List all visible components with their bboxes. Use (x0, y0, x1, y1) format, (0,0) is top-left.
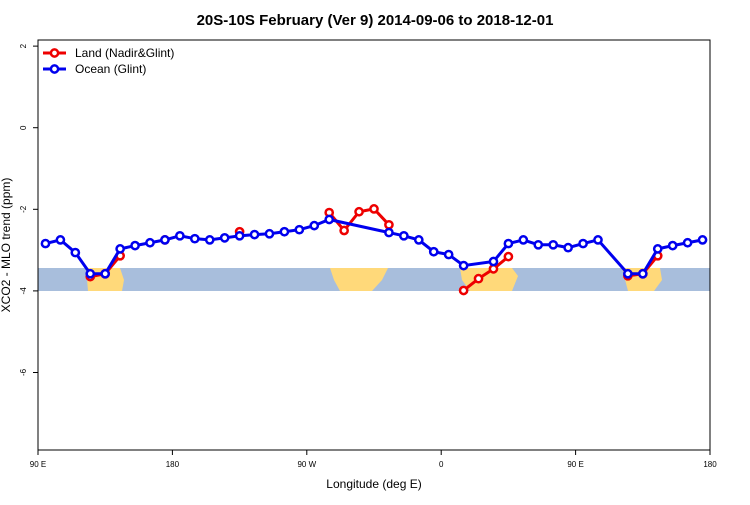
series-point (249, 229, 260, 240)
series-point (85, 268, 96, 279)
series-point (593, 235, 603, 245)
series-point (548, 239, 559, 250)
series-point (682, 237, 693, 248)
series-point (219, 233, 230, 243)
legend-marker (49, 48, 60, 58)
x-tick-label: 90 W (297, 460, 316, 469)
legend-label: Ocean (Glint) (75, 62, 146, 76)
series-point (637, 268, 648, 279)
series-point (70, 247, 81, 258)
series-point (100, 268, 111, 279)
legend-label: Land (Nadir&Glint) (75, 46, 174, 60)
x-tick-label: 90 E (567, 460, 583, 469)
series-point (234, 230, 245, 241)
series-point (458, 260, 469, 271)
series-point (518, 235, 529, 245)
series-point (369, 204, 379, 214)
x-tick-label: 180 (166, 460, 180, 469)
series-point (130, 240, 140, 251)
series-point (384, 219, 394, 230)
plot-frame (37, 39, 711, 451)
series-point (294, 224, 305, 235)
series-point (503, 251, 514, 262)
series-point (473, 273, 484, 284)
y-tick-label: -2 (19, 205, 28, 213)
series-point (160, 235, 170, 245)
x-tick-label: 0 (439, 460, 444, 469)
series-point (428, 246, 439, 257)
y-tick-label: 0 (19, 125, 28, 130)
series-point (279, 226, 290, 237)
y-axis-label: XCO2 - MLO trend (ppm) (0, 178, 13, 313)
map-strip (38, 268, 710, 291)
series-point (189, 233, 200, 244)
series-point (309, 220, 320, 231)
series-point (204, 235, 215, 245)
series-point (443, 249, 454, 260)
series-point (503, 238, 514, 249)
x-axis-label: Longitude (deg E) (326, 477, 421, 491)
series-point (40, 238, 51, 249)
y-tick-label: -6 (19, 368, 28, 376)
series-point (488, 256, 499, 267)
series-point (354, 206, 364, 217)
series-point (175, 230, 185, 241)
y-tick-label: -4 (19, 287, 28, 295)
series-point (533, 239, 544, 250)
series-point (115, 244, 125, 254)
series-point (55, 235, 66, 245)
x-tick-label: 180 (703, 460, 717, 469)
series-point (697, 235, 708, 245)
y-tick-label: 2 (19, 43, 28, 48)
series-point (324, 214, 335, 225)
series-point (652, 244, 663, 254)
series-line (45, 217, 703, 276)
series-point (384, 227, 394, 238)
series-point (339, 225, 349, 236)
series-point (458, 285, 469, 296)
chart-title: 20S-10S February (Ver 9) 2014-09-06 to 2… (197, 12, 554, 29)
x-tick-label: 90 E (30, 460, 46, 469)
legend-marker (49, 64, 60, 74)
series-point (667, 240, 678, 251)
series-point (145, 237, 155, 248)
series-point (413, 235, 424, 245)
series-point (264, 228, 275, 239)
series-point (563, 242, 573, 253)
series-point (399, 230, 409, 241)
series-point (623, 268, 633, 279)
series-point (578, 238, 588, 249)
